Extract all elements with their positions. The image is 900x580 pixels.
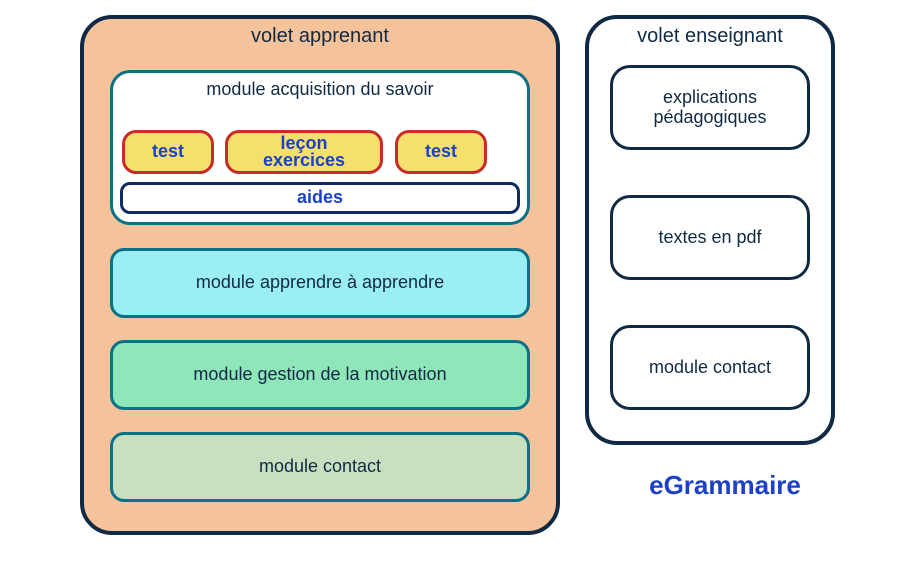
node-pdf: textes en pdf <box>610 195 810 280</box>
module-apprendre-label: module apprendre à apprendre <box>196 273 444 293</box>
module-motivation-label: module gestion de la motivation <box>193 365 446 385</box>
node-test1-label: test <box>152 142 184 162</box>
module-apprendre: module apprendre à apprendre <box>110 248 530 318</box>
node-lecon-label: leçon exercices <box>263 135 345 169</box>
node-pdf-label: textes en pdf <box>658 228 761 248</box>
node-explications-line1: explications <box>663 87 757 107</box>
node-aides-label: aides <box>297 188 343 208</box>
module-contact-enseignant-label: module contact <box>649 358 771 378</box>
module-contact-apprenant: module contact <box>110 432 530 502</box>
panel-apprenant-title: volet apprenant <box>84 25 556 48</box>
module-motivation: module gestion de la motivation <box>110 340 530 410</box>
module-acquisition-title: module acquisition du savoir <box>113 79 527 100</box>
node-test2-label: test <box>425 142 457 162</box>
node-test2: test <box>395 130 487 174</box>
module-contact-apprenant-label: module contact <box>259 457 381 477</box>
node-explications-line2: pédagogiques <box>653 107 766 127</box>
node-test1: test <box>122 130 214 174</box>
panel-enseignant-title: volet enseignant <box>589 25 831 48</box>
node-lecon-line2: exercices <box>263 150 345 170</box>
brand-label: eGrammaire <box>620 470 830 501</box>
node-aides: aides <box>120 182 520 214</box>
node-explications: explications pédagogiques <box>610 65 810 150</box>
module-contact-enseignant: module contact <box>610 325 810 410</box>
node-explications-label: explications pédagogiques <box>653 88 766 128</box>
node-lecon: leçon exercices <box>225 130 383 174</box>
